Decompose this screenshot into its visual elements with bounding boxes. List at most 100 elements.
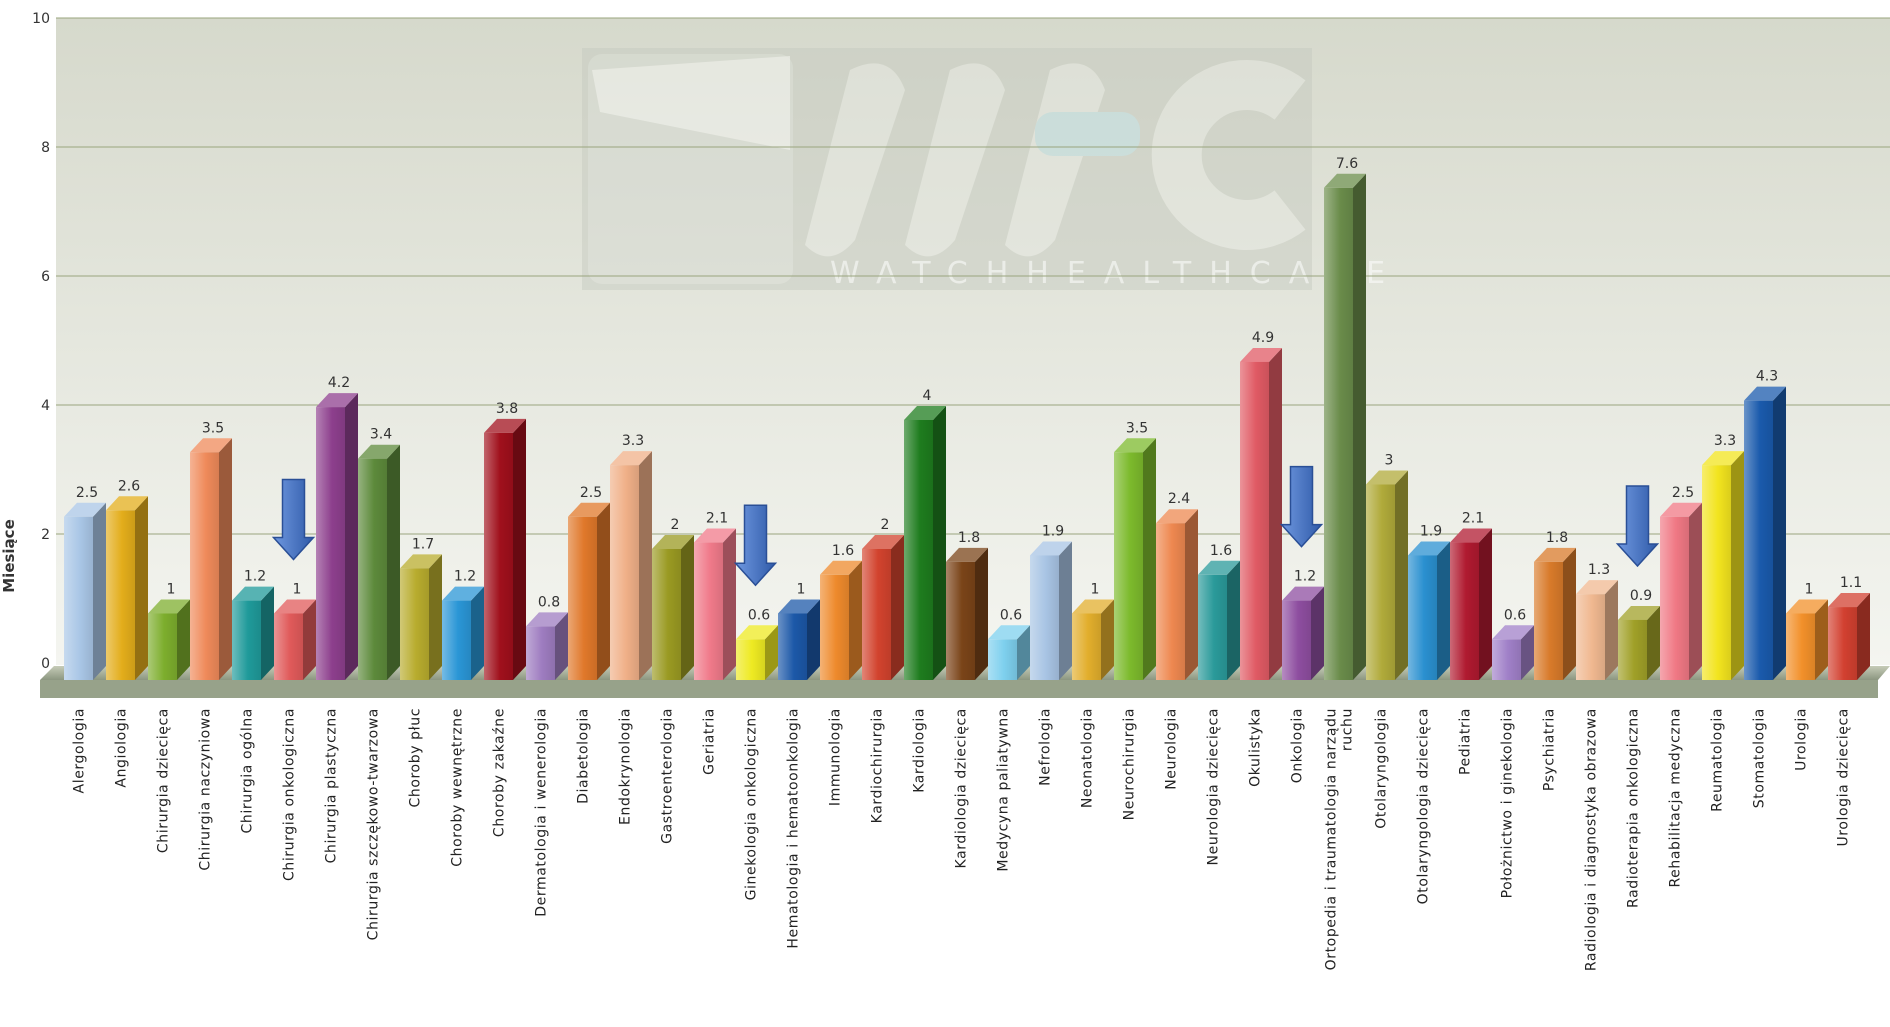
bar-side bbox=[1353, 173, 1366, 681]
bar-side bbox=[1311, 586, 1324, 680]
value-label: 7.6 bbox=[1336, 156, 1358, 172]
bar-side bbox=[1773, 386, 1786, 680]
bar-front bbox=[526, 626, 555, 680]
value-label: 1.2 bbox=[244, 569, 266, 585]
bar-side bbox=[1479, 528, 1492, 680]
bar-top bbox=[1030, 541, 1072, 556]
bar-top bbox=[190, 438, 232, 453]
category-label: Onkologia bbox=[1290, 708, 1306, 783]
bar-side bbox=[1059, 541, 1072, 680]
bar-side bbox=[387, 444, 400, 680]
highlight-arrow bbox=[1615, 485, 1660, 568]
y-axis: 0 2 4 6 8 10 bbox=[32, 11, 50, 672]
bars bbox=[64, 173, 1870, 681]
category-label: Otolaryngologia dziecięca bbox=[1416, 708, 1432, 904]
value-label: 1.8 bbox=[1546, 530, 1568, 546]
category-label: Ginekologia onkologiczna bbox=[744, 708, 760, 900]
bar-top bbox=[484, 418, 526, 433]
bar bbox=[904, 406, 946, 680]
bar-front bbox=[1114, 452, 1143, 680]
bar-front bbox=[778, 613, 807, 680]
y-tick-label: 6 bbox=[41, 269, 50, 285]
value-label: 1.8 bbox=[958, 530, 980, 546]
bar-front bbox=[568, 516, 597, 680]
y-tick-label: 2 bbox=[41, 527, 50, 543]
category-label: Choroby zakaźne bbox=[492, 708, 508, 837]
bar-front bbox=[1534, 561, 1563, 680]
category-label: Chirurgia plastyczna bbox=[324, 708, 340, 863]
bar-front bbox=[946, 561, 975, 680]
bar-side bbox=[1647, 605, 1660, 680]
category-label: Urologia dziecięca bbox=[1836, 708, 1852, 847]
bar-top bbox=[778, 599, 820, 614]
bar bbox=[1450, 528, 1492, 680]
bar bbox=[400, 554, 442, 680]
category-label: Ortopedia i traumatologia narząduruchu bbox=[1324, 708, 1356, 970]
value-label: 2.1 bbox=[1462, 511, 1484, 527]
bar-top bbox=[1576, 580, 1618, 595]
bar-side bbox=[555, 612, 568, 680]
bar bbox=[1786, 599, 1828, 680]
bar bbox=[610, 451, 652, 680]
bar-side bbox=[177, 599, 190, 680]
value-label: 2.5 bbox=[1672, 485, 1694, 501]
bar-side bbox=[1437, 541, 1450, 680]
bar-front bbox=[1450, 542, 1479, 680]
bar-front bbox=[1030, 555, 1059, 680]
bar-top bbox=[316, 393, 358, 408]
value-label: 1.9 bbox=[1042, 523, 1064, 539]
value-label: 1.9 bbox=[1420, 523, 1442, 539]
bar-front bbox=[610, 465, 639, 680]
y-tick-label: 10 bbox=[32, 11, 50, 27]
bar-top bbox=[1744, 386, 1786, 401]
bar-side bbox=[261, 586, 274, 680]
bar-side bbox=[1143, 438, 1156, 680]
value-label: 0.6 bbox=[748, 607, 770, 623]
category-label: Neonatologia bbox=[1080, 708, 1096, 808]
category-label: Neurochirurgia bbox=[1122, 708, 1138, 820]
y-axis-title: Miesiące bbox=[0, 519, 18, 593]
bar-front bbox=[1660, 516, 1689, 680]
category-label: Neurologia bbox=[1164, 708, 1180, 790]
bar bbox=[1534, 547, 1576, 680]
bar bbox=[1198, 560, 1240, 680]
value-label: 4.3 bbox=[1756, 369, 1778, 385]
bar-top bbox=[694, 528, 736, 543]
bar-front bbox=[694, 542, 723, 680]
bar-top bbox=[1828, 593, 1870, 608]
category-label: Rehabilitacja medyczna bbox=[1668, 708, 1684, 888]
bar-front bbox=[1282, 600, 1311, 680]
value-label: 1 bbox=[1805, 582, 1814, 598]
gridlines bbox=[56, 17, 1890, 535]
bar-front bbox=[988, 639, 1017, 680]
category-label: Chirurgia onkologiczna bbox=[282, 708, 298, 881]
bar bbox=[862, 535, 904, 680]
bar-front bbox=[1072, 613, 1101, 680]
highlight-arrow bbox=[1279, 465, 1324, 548]
bar-side bbox=[681, 535, 694, 680]
bar-top bbox=[232, 586, 274, 601]
category-label: Gastroenterologia bbox=[660, 708, 676, 844]
bar-side bbox=[1227, 560, 1240, 680]
value-label: 1.6 bbox=[1210, 543, 1232, 559]
bar bbox=[1366, 470, 1408, 680]
bar-side bbox=[471, 586, 484, 680]
bar-top bbox=[1198, 560, 1240, 575]
value-label: 2.4 bbox=[1168, 491, 1190, 507]
bar-front bbox=[1198, 574, 1227, 680]
bar-front bbox=[820, 574, 849, 680]
bar-side bbox=[513, 418, 526, 680]
bar-top bbox=[736, 625, 778, 640]
bar-front bbox=[190, 452, 219, 680]
category-label: Urologia bbox=[1794, 708, 1810, 771]
category-label: Neurologia dziecięca bbox=[1206, 708, 1222, 865]
category-label: Reumatologia bbox=[1710, 708, 1726, 812]
bar-side bbox=[135, 496, 148, 680]
bar bbox=[1114, 438, 1156, 680]
bar bbox=[106, 496, 148, 680]
bar-front bbox=[1366, 484, 1395, 680]
bar-side bbox=[807, 599, 820, 680]
bar-side bbox=[1101, 599, 1114, 680]
bar-top bbox=[820, 560, 862, 575]
category-label: Angiologia bbox=[114, 708, 130, 788]
